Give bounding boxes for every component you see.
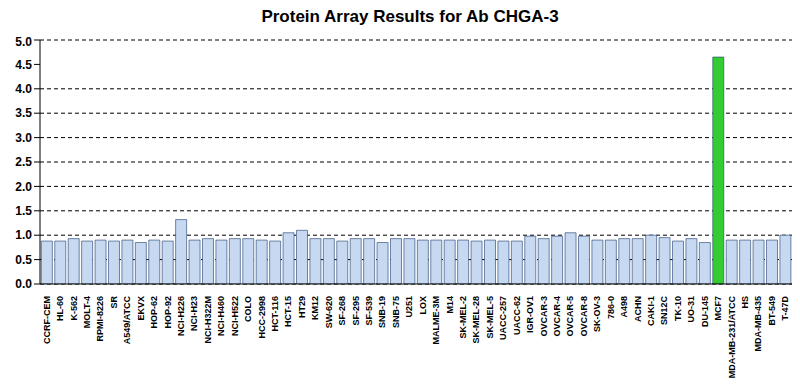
svg-text:HOP-62: HOP-62: [149, 296, 159, 329]
svg-text:SF-295: SF-295: [351, 296, 361, 326]
svg-text:OVCAR-3: OVCAR-3: [539, 296, 549, 337]
svg-text:MCF7: MCF7: [713, 296, 723, 321]
svg-text:UACC-62: UACC-62: [512, 296, 522, 335]
svg-text:HOP-92: HOP-92: [163, 296, 173, 329]
svg-text:LOX: LOX: [418, 296, 428, 315]
svg-text:TK-10: TK-10: [673, 296, 683, 321]
svg-text:HCT-15: HCT-15: [283, 296, 293, 327]
svg-text:BT-549: BT-549: [767, 296, 777, 326]
svg-text:HCC-2998: HCC-2998: [257, 296, 267, 339]
svg-text:SR: SR: [109, 296, 119, 309]
svg-text:KM12: KM12: [310, 296, 320, 320]
svg-text:HCT-116: HCT-116: [270, 296, 280, 332]
svg-text:OVCAR-8: OVCAR-8: [579, 296, 589, 337]
svg-text:786-0: 786-0: [606, 296, 616, 319]
svg-text:HT29: HT29: [297, 296, 307, 318]
svg-text:SNB-75: SNB-75: [391, 296, 401, 328]
svg-text:A549/ATCC: A549/ATCC: [122, 296, 132, 345]
svg-text:CCRF-CEM: CCRF-CEM: [42, 296, 52, 344]
svg-text:U251: U251: [404, 296, 414, 318]
svg-text:A498: A498: [619, 296, 629, 318]
svg-text:3.5: 3.5: [15, 106, 32, 120]
svg-text:SN12C: SN12C: [659, 296, 669, 326]
svg-text:3.0: 3.0: [15, 131, 32, 145]
svg-text:5.0: 5.0: [15, 35, 32, 49]
svg-text:SNB-19: SNB-19: [377, 296, 387, 328]
svg-text:2.5: 2.5: [15, 155, 32, 169]
svg-text:UACC-257: UACC-257: [498, 296, 508, 340]
svg-text:2.0: 2.0: [15, 180, 32, 194]
svg-text:HS: HS: [740, 296, 750, 309]
svg-text:OVCAR-4: OVCAR-4: [552, 296, 562, 337]
svg-text:MDA-MB-435: MDA-MB-435: [753, 296, 763, 352]
svg-text:NCI-H522: NCI-H522: [230, 296, 240, 336]
svg-text:COLO: COLO: [243, 296, 253, 322]
svg-text:4.5: 4.5: [15, 58, 32, 72]
svg-text:HL-60: HL-60: [55, 296, 65, 321]
svg-text:1.0: 1.0: [15, 228, 32, 242]
svg-text:CAKI-1: CAKI-1: [646, 296, 656, 326]
svg-text:SK-MEL-2: SK-MEL-2: [458, 296, 468, 339]
svg-text:IGR-OV1: IGR-OV1: [525, 296, 535, 333]
svg-text:SK-MEL-28: SK-MEL-28: [471, 296, 481, 344]
svg-text:ACHN: ACHN: [633, 296, 643, 322]
svg-text:M14: M14: [445, 296, 455, 314]
svg-text:SK-MEL-5: SK-MEL-5: [485, 296, 495, 339]
svg-text:K-562: K-562: [69, 296, 79, 321]
svg-text:NCI-H460: NCI-H460: [216, 296, 226, 336]
svg-text:SK-OV-3: SK-OV-3: [592, 296, 602, 332]
svg-text:MALME-3M: MALME-3M: [431, 296, 441, 345]
svg-text:4.0: 4.0: [15, 82, 32, 96]
svg-text:OVCAR-5: OVCAR-5: [565, 296, 575, 337]
svg-text:SF-268: SF-268: [337, 296, 347, 326]
svg-text:DU-145: DU-145: [700, 296, 710, 327]
svg-text:MOLT-4: MOLT-4: [82, 296, 92, 328]
svg-text:RPMI-8226: RPMI-8226: [95, 296, 105, 342]
svg-text:1.5: 1.5: [15, 204, 32, 218]
svg-text:UO-31: UO-31: [686, 296, 696, 323]
svg-text:NCI-H226: NCI-H226: [176, 296, 186, 336]
svg-text:NCI-H322M: NCI-H322M: [203, 296, 213, 344]
html-text:Protein Array Results for Ab C: Protein Array Results for Ab CHGA-3: [261, 7, 559, 26]
svg-text:SF-539: SF-539: [364, 296, 374, 326]
svg-text:NCI-H23: NCI-H23: [189, 296, 199, 331]
svg-text:0.5: 0.5: [15, 253, 32, 267]
svg-text:MDA-MB-231/ATCC: MDA-MB-231/ATCC: [727, 296, 737, 379]
svg-text:SW-620: SW-620: [324, 296, 334, 328]
svg-text:EKVX: EKVX: [136, 296, 146, 321]
svg-text:0.0: 0.0: [15, 277, 32, 291]
svg-text:T-47D: T-47D: [780, 296, 790, 321]
